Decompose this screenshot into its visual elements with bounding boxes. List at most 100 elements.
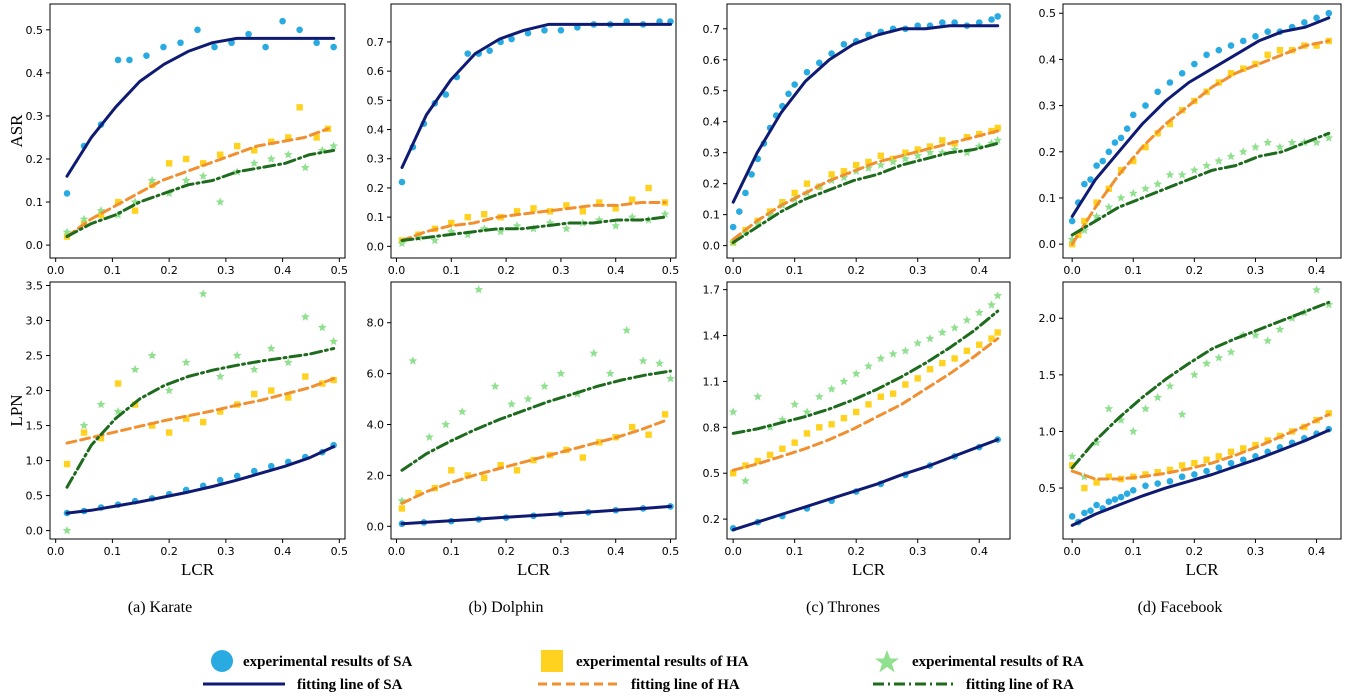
x-tick-label: 0.3 [217, 264, 235, 277]
ha-point [1105, 473, 1113, 480]
sa-point [245, 30, 252, 38]
ra-point [215, 197, 225, 206]
sa-point [1142, 482, 1149, 490]
ra-point [876, 160, 886, 169]
ha-point [852, 161, 860, 169]
legend: experimental results of SA experimental … [203, 650, 1084, 693]
y-tick-label: 0.5 [26, 490, 44, 503]
ra-point [300, 312, 310, 321]
panels-group: 0.0 0.1 0.2 0.3 0.4 0.50.00.10.20.30.40.5ASR0… [7, 3, 1342, 579]
sa-point [1081, 509, 1088, 517]
ra-point [925, 334, 935, 343]
sa-point [994, 13, 1001, 20]
ra-fit-line [1070, 131, 1331, 237]
ra-point [1226, 151, 1236, 161]
ra-point [1104, 404, 1114, 413]
caption-facebook: (d) Facebook [1138, 599, 1223, 616]
sa-point [1203, 51, 1210, 59]
ha-point [742, 462, 749, 469]
x-tick-label: 0.1 [104, 545, 122, 558]
x-tick-label: 0.2 [497, 545, 515, 558]
sa-point [1178, 473, 1186, 481]
ha-point [988, 127, 995, 135]
legend-ha-marker [541, 650, 563, 672]
ra-point [1177, 170, 1187, 179]
ra-point [1153, 392, 1163, 402]
ra-fit-line [400, 369, 672, 472]
x-tick-label: 0.0 [47, 264, 65, 277]
x-tick-label: 0.2 [1186, 264, 1204, 277]
x-tick-label: 0.1 [1125, 545, 1143, 558]
ha-point [182, 415, 190, 422]
ra-point [1275, 142, 1285, 151]
ra-point [802, 407, 812, 416]
ha-point [131, 207, 139, 214]
ra-point [660, 209, 670, 218]
panel-dolphin-asr: 0.0 0.1 0.2 0.3 0.4 0.5 0.0 0.1 0.2 0.3 0.4 0.5 0.6 0… [367, 3, 679, 277]
ha-point [285, 134, 292, 141]
y-tick-label: 0.0 [703, 240, 721, 253]
ra-point [1153, 179, 1163, 188]
x-tick-label: 0.2 [1186, 545, 1204, 558]
sa-point [815, 59, 823, 67]
ha-point [1178, 462, 1186, 469]
sa-point [1191, 471, 1198, 478]
y-tick-label: 0.5 [703, 85, 721, 98]
x-tick-label: 0.2 [160, 264, 178, 277]
ra-point [962, 148, 972, 157]
ra-point [741, 476, 750, 485]
x-tick-label: 0.4 [274, 264, 292, 277]
x-tick-label: 0.4 [1308, 545, 1326, 558]
ra-point [215, 371, 225, 381]
sa-point [1068, 513, 1076, 520]
sa-point [1239, 37, 1247, 45]
ra-point [1128, 188, 1138, 198]
ra-point [457, 407, 467, 416]
x-tick-label: 0.3 [909, 545, 927, 558]
sa-fit-line [1070, 428, 1331, 527]
ha-point [596, 199, 603, 206]
ra-point [1080, 225, 1089, 234]
ha-point [1240, 445, 1247, 452]
ra-point [1312, 137, 1321, 147]
sa-point [1117, 493, 1125, 501]
ha-point [296, 104, 303, 111]
x-tick-label: 0.4 [274, 545, 292, 558]
sa-point [1093, 162, 1100, 169]
ra-point [589, 348, 599, 357]
sa-point [126, 56, 133, 64]
sa-point [177, 39, 184, 47]
ha-point [754, 457, 761, 465]
sa-point [442, 91, 450, 98]
ra-fit-line [65, 148, 336, 238]
ha-point [268, 138, 275, 145]
ha-point [302, 373, 309, 380]
legend-ra-marker [875, 650, 899, 673]
y-tick-label: 1.4 [703, 330, 721, 343]
panel-thrones-lpn: 0.0 0.1 0.2 0.3 0.4 0.2 0.5 0.8 1.1 1.4 1.7 LCR [703, 281, 1011, 579]
sa-point [557, 26, 565, 34]
ha-point [596, 439, 603, 446]
sa-point [1227, 42, 1235, 49]
sa-point [233, 472, 241, 480]
ha-fit-line [1070, 39, 1331, 246]
ha-point [1154, 469, 1161, 476]
ha-point [80, 429, 88, 436]
ha-point [988, 335, 995, 342]
y-tick-label: 1.5 [1039, 369, 1057, 382]
y-tick-label: 1.5 [26, 420, 44, 433]
sa-point [1093, 501, 1100, 509]
sa-point [194, 26, 201, 34]
x-tick-label: 0.2 [847, 264, 865, 277]
sa-point [1117, 134, 1125, 142]
ha-point [1203, 456, 1210, 463]
sa-point [1264, 28, 1271, 36]
ra-point [283, 357, 293, 367]
y-tick-label: 4.0 [367, 418, 385, 431]
ha-point [513, 208, 521, 215]
ha-point [1227, 70, 1235, 77]
ra-point [913, 151, 923, 160]
sa-point [828, 50, 835, 57]
ra-point [1238, 147, 1248, 156]
